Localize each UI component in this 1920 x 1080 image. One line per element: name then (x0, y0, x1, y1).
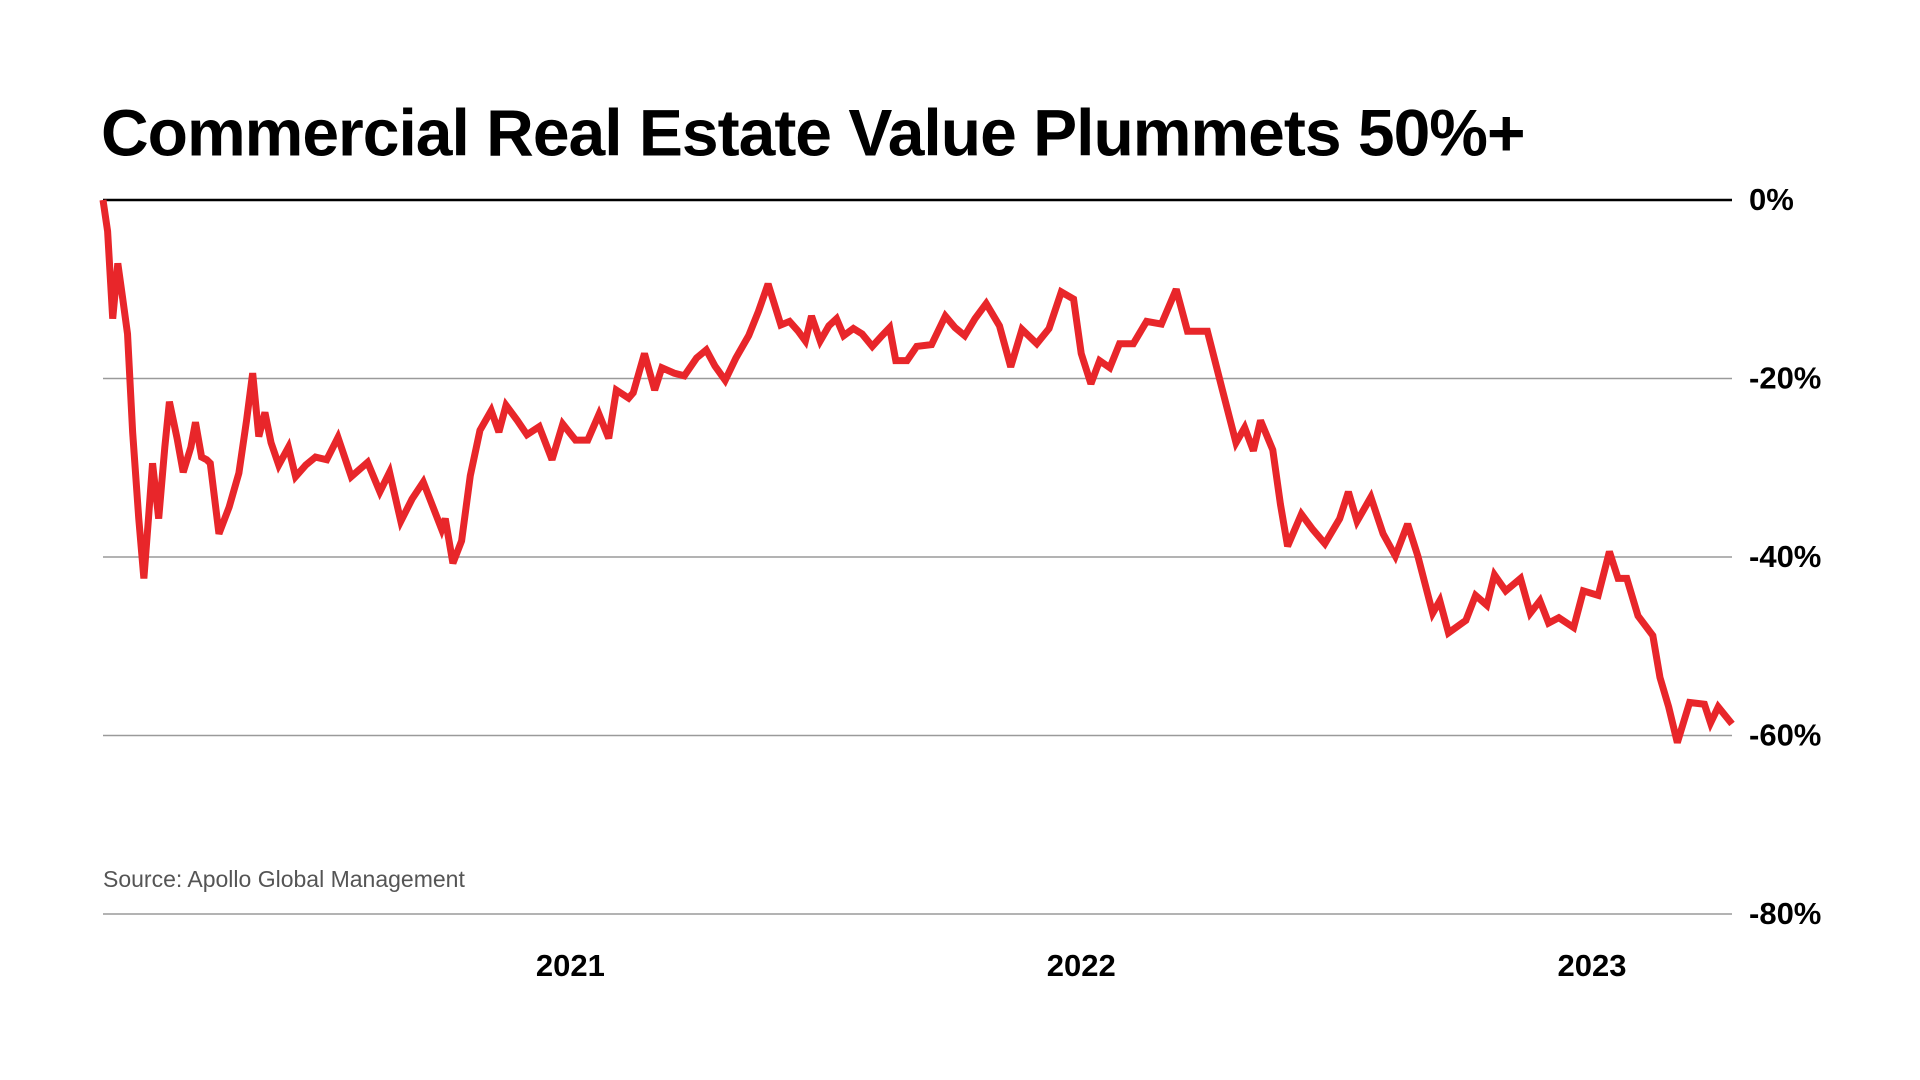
chart-title: Commercial Real Estate Value Plummets 50… (101, 95, 1525, 169)
y-tick-label: -60% (1749, 718, 1821, 753)
y-tick-label: -40% (1749, 539, 1821, 574)
x-tick-label: 2022 (1047, 948, 1116, 983)
source-note: Source: Apollo Global Management (103, 866, 465, 892)
y-tick-label: 0% (1749, 182, 1794, 217)
x-tick-label: 2023 (1558, 948, 1627, 983)
x-tick-label: 2021 (536, 948, 605, 983)
y-tick-label: -80% (1749, 896, 1821, 931)
y-tick-label: -20% (1749, 361, 1821, 396)
data-line (99, 199, 1735, 744)
